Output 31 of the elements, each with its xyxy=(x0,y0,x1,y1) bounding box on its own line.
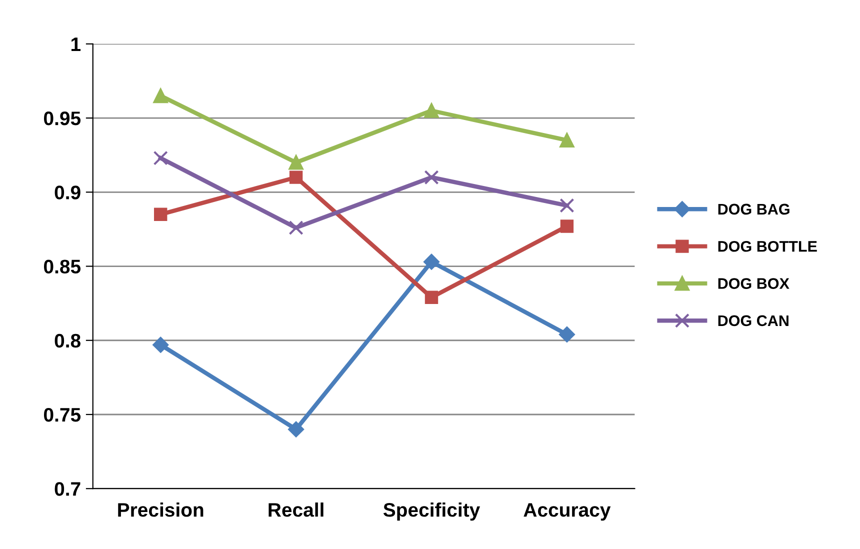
point xyxy=(424,170,439,185)
x-tick-label: Accuracy xyxy=(524,503,611,521)
legend-label: DOG BOTTLE xyxy=(718,240,817,252)
point xyxy=(424,103,439,118)
point xyxy=(560,220,574,233)
point xyxy=(559,326,575,342)
point xyxy=(288,421,304,438)
legend-label: DOG BOX xyxy=(718,278,790,289)
y-tick-label: 0.95 xyxy=(44,112,81,126)
point xyxy=(153,88,168,104)
x-tick-label: Recall xyxy=(268,502,324,517)
y-tick-label: 0.85 xyxy=(44,260,81,274)
y-tick-label: 0.7 xyxy=(54,482,80,496)
x-tick-label: Precision xyxy=(118,502,204,517)
point xyxy=(289,170,303,184)
y-tick-label: 0.8 xyxy=(54,334,80,348)
point xyxy=(424,290,438,304)
y-tick-label: 1 xyxy=(71,38,81,51)
y-tick-label: 0.9 xyxy=(54,186,80,200)
point xyxy=(154,208,168,221)
point xyxy=(288,220,304,236)
point xyxy=(424,254,440,270)
legend-label: DOG BAG xyxy=(718,204,790,215)
x-tick-label: Specificity xyxy=(383,502,480,521)
point xyxy=(153,150,168,166)
legend-label: DOG CAN xyxy=(718,315,788,326)
point xyxy=(560,132,574,148)
point xyxy=(560,198,574,213)
point xyxy=(152,336,169,353)
point xyxy=(288,155,304,170)
y-tick-label: 0.75 xyxy=(44,408,81,422)
